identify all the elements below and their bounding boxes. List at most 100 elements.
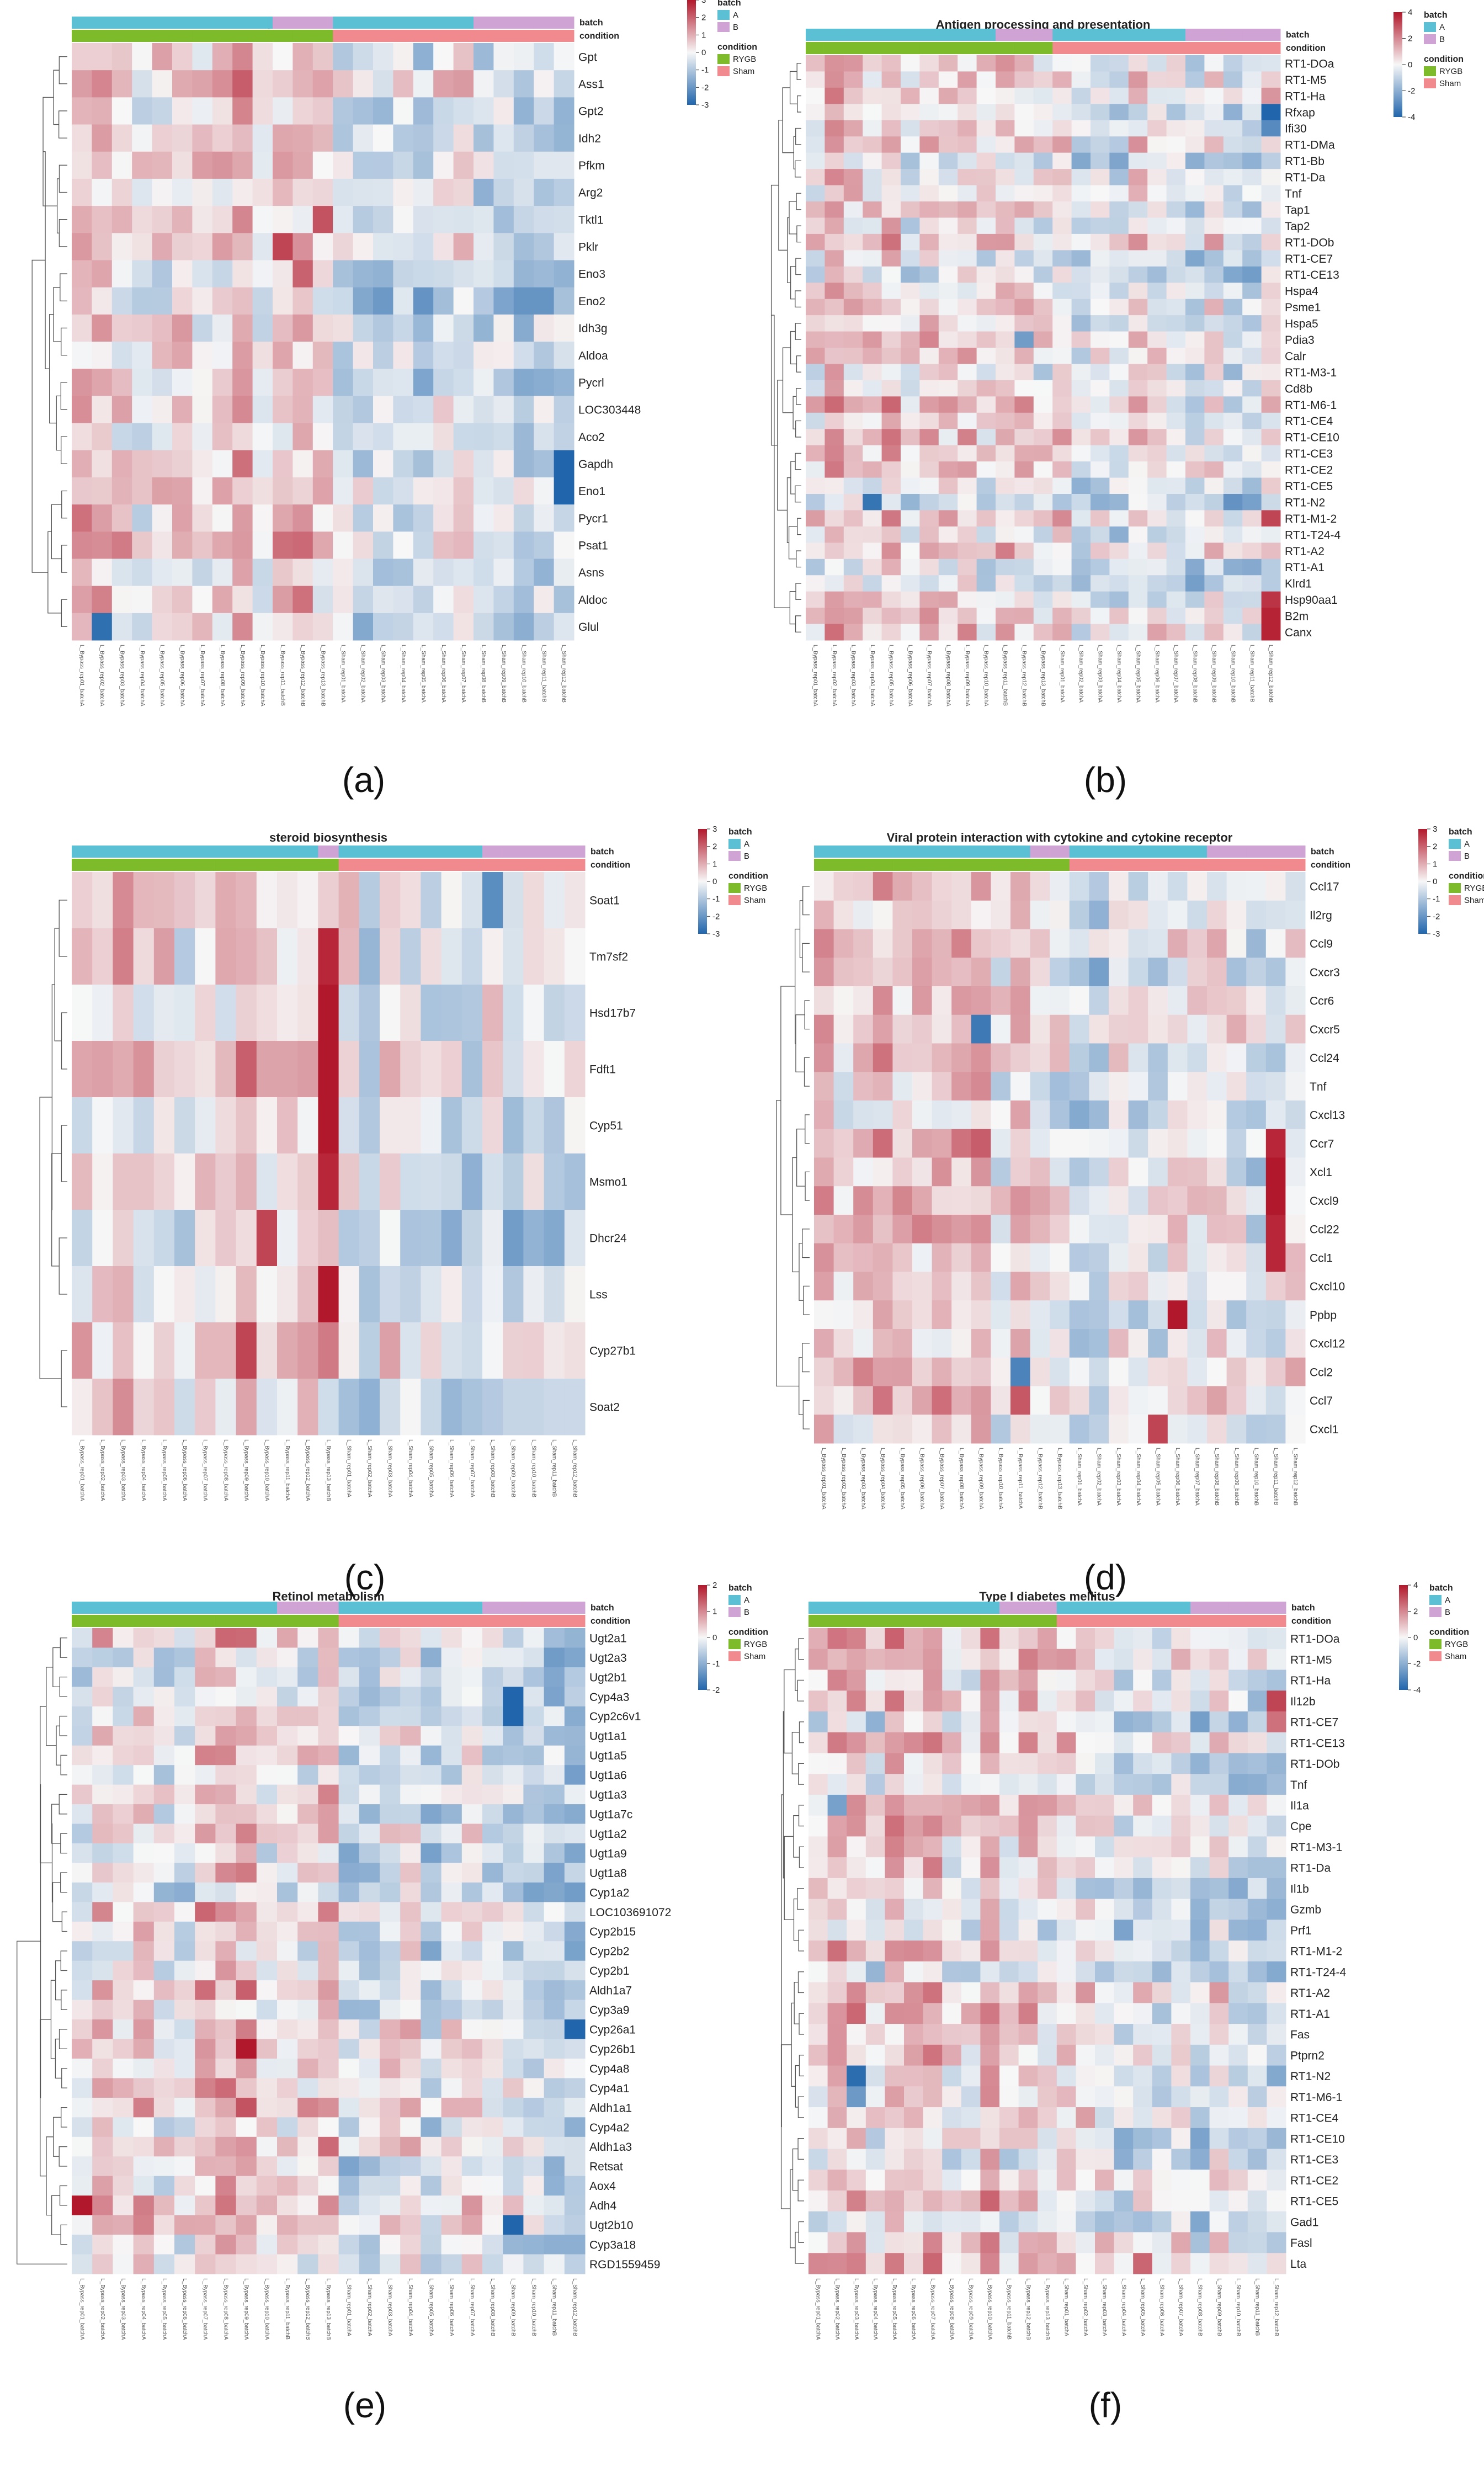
heatmap-cell bbox=[1223, 591, 1243, 608]
heatmap-cell bbox=[814, 1415, 834, 1444]
row-label: Pfkm bbox=[578, 159, 605, 172]
heatmap-cell bbox=[833, 1300, 854, 1330]
row-label: RT1-CE2 bbox=[1285, 464, 1333, 477]
heatmap-cell bbox=[333, 124, 354, 152]
heatmap-cell bbox=[1147, 299, 1167, 316]
heatmap-cell bbox=[1204, 591, 1224, 608]
heatmap-cell bbox=[493, 70, 514, 98]
heatmap-cell bbox=[111, 260, 132, 288]
heatmap-cell bbox=[113, 2059, 134, 2078]
heatmap-cell bbox=[958, 510, 977, 527]
heatmap-cell bbox=[843, 364, 863, 381]
heatmap-cell bbox=[113, 1687, 134, 1707]
heatmap-cell bbox=[72, 70, 92, 98]
heatmap-cell bbox=[901, 87, 920, 104]
heatmap-cell bbox=[413, 531, 434, 559]
color-scale-label: 2 bbox=[712, 842, 717, 852]
heatmap-cell bbox=[215, 2156, 237, 2177]
heatmap-cell bbox=[825, 283, 844, 300]
heatmap-cell bbox=[1052, 543, 1072, 560]
condition-annotation-cell bbox=[1033, 42, 1053, 54]
heatmap-cell bbox=[292, 314, 313, 342]
heatmap-cell bbox=[1171, 1878, 1191, 1900]
heatmap-cell bbox=[1185, 331, 1205, 348]
heatmap-cell bbox=[843, 266, 863, 283]
condition-annotation-cell bbox=[1010, 859, 1031, 871]
heatmap-cell bbox=[1171, 1940, 1191, 1962]
heatmap-cell bbox=[1109, 526, 1129, 543]
heatmap-cell bbox=[421, 2097, 442, 2118]
heatmap-cell bbox=[885, 2003, 905, 2024]
batch-annotation-cell bbox=[292, 17, 313, 29]
heatmap-cell bbox=[1167, 1215, 1188, 1244]
heatmap-cell bbox=[1010, 929, 1031, 958]
panel-label: (a) bbox=[342, 760, 385, 800]
heatmap-cell bbox=[333, 423, 354, 451]
dendrogram-branch bbox=[793, 1899, 799, 1941]
heatmap-cell bbox=[1204, 348, 1224, 364]
heatmap-cell bbox=[461, 1804, 483, 1825]
heatmap-cell bbox=[1223, 185, 1243, 202]
heatmap-cell bbox=[863, 429, 882, 446]
heatmap-cell bbox=[833, 958, 854, 987]
row-label: Pycrl bbox=[578, 376, 604, 389]
heatmap-cell bbox=[1018, 2232, 1038, 2253]
heatmap-cell bbox=[833, 1357, 854, 1386]
condition-annotation-cell bbox=[153, 859, 175, 871]
heatmap-cell bbox=[113, 1823, 134, 1844]
heatmap-cell bbox=[1246, 1329, 1267, 1358]
heatmap-cell bbox=[195, 1863, 216, 1883]
legend-condition-swatch bbox=[1429, 1639, 1442, 1649]
heatmap-cell bbox=[1190, 1794, 1210, 1816]
heatmap-cell bbox=[1109, 348, 1129, 364]
heatmap-cell bbox=[252, 559, 273, 587]
heatmap-cell bbox=[461, 2117, 483, 2138]
heatmap-cell bbox=[72, 1322, 93, 1379]
heatmap-cell bbox=[113, 2254, 134, 2274]
row-label: Tm7sf2 bbox=[589, 951, 628, 964]
heatmap-cell bbox=[256, 1902, 278, 1922]
heatmap-cell bbox=[544, 2019, 565, 2040]
heatmap-cell bbox=[1114, 2190, 1134, 2212]
batch-annotation-cell bbox=[843, 29, 863, 41]
heatmap-cell bbox=[273, 314, 293, 342]
heatmap-cell bbox=[847, 2190, 866, 2212]
batch-annotation-cell bbox=[256, 1602, 278, 1614]
row-label: Eno3 bbox=[578, 268, 605, 281]
heatmap-cell bbox=[980, 2128, 1000, 2150]
heatmap-cell bbox=[999, 2086, 1019, 2108]
heatmap-cell bbox=[453, 559, 474, 587]
row-label: Ccl9 bbox=[1310, 938, 1333, 950]
heatmap-cell bbox=[273, 124, 293, 152]
heatmap-cell bbox=[996, 364, 1015, 381]
heatmap-cell bbox=[1228, 1920, 1248, 1941]
heatmap-cell bbox=[873, 1043, 893, 1072]
heatmap-cell bbox=[971, 1300, 991, 1330]
condition-annotation-cell bbox=[1207, 859, 1227, 871]
heatmap-cell bbox=[1050, 1243, 1070, 1272]
heatmap-cell bbox=[1166, 152, 1186, 169]
heatmap-cell bbox=[1242, 526, 1262, 543]
heatmap-cell bbox=[1147, 348, 1167, 364]
condition-annotation-cell bbox=[1204, 42, 1224, 54]
heatmap-cell bbox=[1204, 136, 1224, 153]
dendrogram-branch bbox=[46, 2136, 54, 2216]
heatmap-cell bbox=[338, 1266, 360, 1323]
heatmap-cell bbox=[847, 1857, 866, 1879]
heatmap-cell bbox=[863, 477, 882, 495]
heatmap-cell bbox=[806, 510, 825, 527]
heatmap-cell bbox=[277, 1823, 298, 1844]
heatmap-cell bbox=[441, 1784, 462, 1805]
heatmap-cell bbox=[373, 531, 393, 559]
column-label: L_Bypass_rep08_batchA bbox=[949, 2278, 955, 2340]
row-label: Cyp27b1 bbox=[589, 1345, 636, 1358]
heatmap-cell bbox=[863, 315, 882, 332]
heatmap-cell bbox=[564, 985, 586, 1041]
heatmap-cell bbox=[333, 43, 354, 71]
heatmap-cell bbox=[318, 2059, 339, 2078]
heatmap-cell bbox=[951, 1100, 972, 1130]
heatmap-cell bbox=[1226, 1215, 1247, 1244]
legend-condition-swatch bbox=[728, 895, 741, 905]
heatmap-cell bbox=[938, 380, 958, 397]
heatmap-cell bbox=[809, 1690, 828, 1712]
